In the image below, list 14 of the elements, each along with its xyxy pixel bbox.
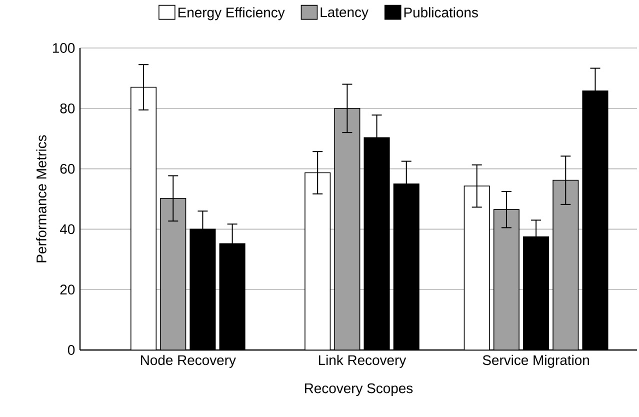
y-tick-label: 40: [60, 224, 75, 234]
legend-label: Energy Efficiency: [178, 7, 285, 20]
y-tick-label: 60: [60, 164, 75, 174]
x-tick-label: Service Migration: [482, 354, 589, 368]
x-axis-title: Recovery Scopes: [304, 383, 413, 396]
x-tick-label: Link Recovery: [318, 354, 406, 368]
legend-label: Latency: [320, 7, 368, 20]
y-tick-label: 20: [60, 284, 75, 295]
y-axis-title: Performance Metrics: [36, 135, 46, 262]
y-tick-label: 100: [52, 43, 75, 53]
y-tick-label: 0: [68, 345, 75, 355]
x-tick-label: Node Recovery: [141, 354, 236, 368]
legend-label: Publications: [404, 7, 478, 18]
y-tick-label: 80: [60, 103, 75, 114]
